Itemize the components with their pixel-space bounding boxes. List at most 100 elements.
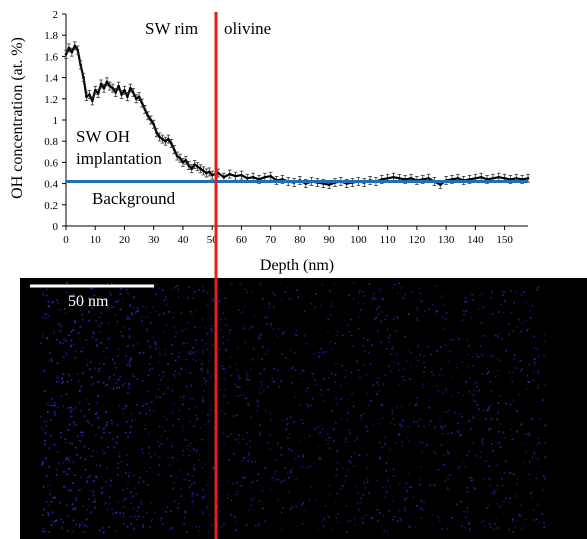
atom-dot [344, 438, 347, 440]
atom-dot [475, 353, 478, 356]
atom-dot [151, 518, 154, 521]
data-marker [228, 172, 232, 176]
atom-dot [170, 475, 172, 477]
atom-dot [56, 451, 59, 453]
atom-dot [299, 403, 301, 406]
atom-dot [368, 283, 371, 285]
atom-dot [468, 476, 470, 479]
atom-dot [113, 374, 115, 376]
atom-dot [408, 440, 410, 443]
x-tick-label: 10 [90, 234, 102, 246]
atom-dot [192, 493, 194, 496]
atom-dot [248, 379, 251, 381]
atom-dot [42, 336, 44, 339]
atom-dot [183, 395, 186, 397]
atom-dot [492, 449, 494, 452]
atom-dot [108, 322, 110, 325]
atom-dot [75, 524, 77, 526]
atom-dot [287, 438, 289, 440]
atom-dot [178, 373, 181, 375]
atom-dot [450, 432, 453, 434]
atom-dot [154, 342, 157, 344]
atom-dot [327, 514, 329, 517]
atom-dot [169, 429, 171, 432]
atom-dot [45, 475, 48, 477]
atom-dot [466, 454, 468, 457]
atom-dot [510, 290, 512, 292]
atom-dot [207, 420, 209, 423]
atom-dot [233, 414, 235, 417]
atom-dot [192, 358, 194, 361]
atom-dot [192, 474, 194, 477]
atom-dot [97, 416, 100, 419]
atom-dot [168, 363, 171, 366]
data-point [84, 92, 89, 102]
atom-dot [244, 288, 246, 291]
atom-dot [172, 456, 174, 459]
atom-dot [245, 524, 248, 526]
atom-dot [333, 373, 336, 375]
atom-dot [295, 334, 297, 336]
atom-dot [345, 437, 348, 439]
atom-dot [111, 282, 113, 284]
atom-dot [107, 446, 109, 448]
atom-dot [239, 386, 241, 388]
atom-dot [463, 310, 465, 312]
atom-dot [182, 396, 185, 399]
atom-dot [217, 530, 220, 533]
atom-dot [382, 487, 384, 489]
atom-dot [479, 345, 482, 347]
atom-dot [255, 524, 257, 527]
data-point [204, 168, 209, 178]
data-point [189, 164, 194, 174]
atom-dot [378, 390, 380, 393]
atom-dot [127, 482, 129, 485]
atom-dot [458, 429, 460, 432]
atom-dot [362, 413, 364, 415]
atom-dot [116, 467, 119, 469]
data-marker [108, 84, 112, 88]
atom-dot [544, 340, 546, 343]
atom-dot [481, 373, 484, 375]
atom-dot [385, 315, 388, 317]
atom-dot [441, 428, 444, 430]
atom-dot [443, 454, 446, 456]
atom-dot [56, 469, 58, 471]
data-marker [91, 99, 94, 103]
atom-dot [181, 343, 184, 346]
atom-dot [187, 473, 189, 475]
atom-dot [184, 511, 186, 513]
atom-dot [456, 503, 458, 506]
atom-dot [399, 423, 401, 426]
atom-dot [147, 390, 150, 393]
atom-dot [280, 380, 282, 382]
atom-dot [483, 306, 485, 308]
atom-dot [56, 362, 59, 365]
atom-dot [497, 411, 499, 414]
atom-dot [227, 494, 230, 496]
atom-dot [235, 363, 237, 366]
atom-dot [155, 293, 158, 296]
atom-dot [525, 433, 528, 435]
atom-dot [138, 515, 141, 518]
atom-dot [65, 312, 67, 314]
atom-dot [405, 497, 408, 499]
atom-dot [335, 501, 337, 503]
atom-dot [220, 484, 222, 487]
atom-dot [173, 326, 175, 329]
atom-dot [490, 418, 493, 420]
atom-dot [42, 514, 44, 516]
atom-dot [150, 321, 152, 324]
atom-dot [508, 333, 511, 336]
atom-dot [119, 511, 121, 514]
atom-dot [185, 385, 188, 388]
atom-dot [381, 446, 384, 449]
atom-dot [467, 450, 470, 453]
atom-dot [183, 523, 185, 526]
atom-dot [513, 303, 515, 305]
atom-dot [209, 501, 212, 503]
atom-dot [209, 375, 212, 378]
atom-dot [479, 451, 482, 453]
annotation-olivine: olivine [224, 19, 271, 38]
